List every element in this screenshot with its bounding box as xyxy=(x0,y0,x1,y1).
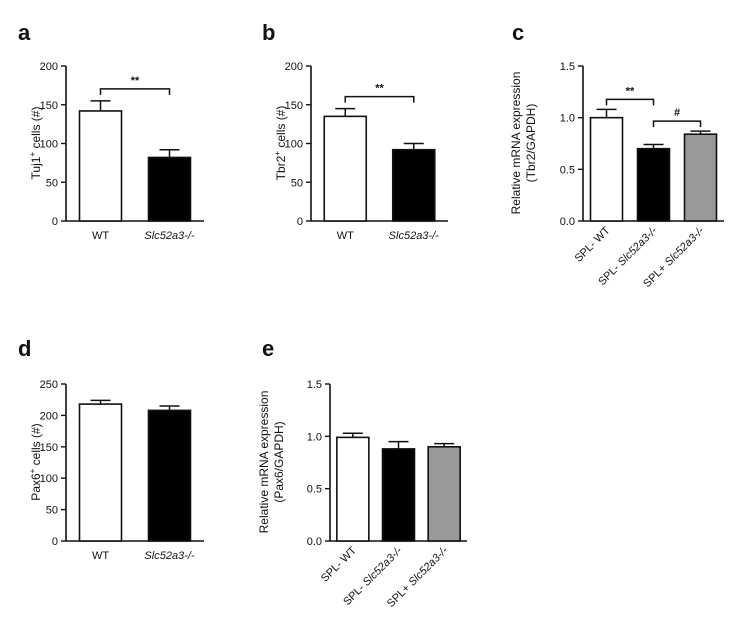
y-tick-label: 0.5 xyxy=(307,484,322,496)
bar xyxy=(636,147,671,222)
bar xyxy=(427,445,461,542)
y-tick-label: 200 xyxy=(285,61,303,73)
y-tick-label: 0.0 xyxy=(307,536,322,548)
bar xyxy=(683,133,718,222)
y-tick-label: 250 xyxy=(40,379,58,391)
y-axis-label: Relative mRNA expression (Tbr2/GAPDH) xyxy=(509,72,538,215)
panel-letter: d xyxy=(18,336,31,361)
x-tick-label: Slc52a3-/- xyxy=(389,230,439,242)
panel-d: d 0 50 100 150 200 250 Pax6+ cells (#) WT Slc52a3… xyxy=(18,336,204,562)
y-tick-label: 1.5 xyxy=(560,61,575,73)
panel-b: b 0 50 100 150 200 Tbr2+ cells (#) WT Slc52a3-/-… xyxy=(262,20,448,242)
y-axis-label-text: Tbr2+ cells (#) xyxy=(273,106,288,181)
x-tick-label: WT xyxy=(92,230,109,242)
bar xyxy=(323,115,368,222)
y-tick-label: 150 xyxy=(285,100,303,112)
y-axis-label-line: (Tbr2/GAPDH) xyxy=(524,104,538,183)
significance-bracket xyxy=(344,95,415,103)
bar xyxy=(381,448,416,542)
y-tick-label: 100 xyxy=(40,139,58,151)
y-tick-label: 200 xyxy=(40,410,58,422)
y-tick-label: 150 xyxy=(40,100,58,112)
y-tick-label: 0.0 xyxy=(560,216,575,228)
panel-a: a 0 50 100 150 200 Tuj1+ cells (#) WT Slc52a3-/-… xyxy=(18,20,204,242)
bar xyxy=(336,436,370,542)
bar xyxy=(78,403,123,542)
y-axis-label: Pax6+ cells (#) xyxy=(28,423,43,500)
y-tick-label: 50 xyxy=(46,177,58,189)
y-axis-label-text: Pax6+ cells (#) xyxy=(28,423,43,500)
x-tick-label: SPL- WT xyxy=(319,544,359,584)
significance-label: ** xyxy=(375,83,384,95)
panel-letter: b xyxy=(262,20,275,45)
panel-letter: a xyxy=(18,20,31,45)
y-tick-label: 100 xyxy=(40,473,58,485)
y-axis-label-line: (Pax6/GAPDH) xyxy=(272,421,286,502)
significance-bracket xyxy=(605,98,655,106)
y-tick-label: 0 xyxy=(52,216,58,228)
y-tick-label: 0 xyxy=(52,536,58,548)
x-tick-label: SPL- WT xyxy=(573,224,613,264)
y-axis-label-line: Relative mRNA expression xyxy=(509,72,523,215)
y-axis-label-text: Tuj1+ cells (#) xyxy=(28,107,43,180)
bar xyxy=(589,116,624,222)
bar xyxy=(147,156,192,222)
panel-letter: e xyxy=(262,336,274,361)
y-tick-label: 0 xyxy=(297,216,303,228)
significance-bracket xyxy=(99,88,171,95)
y-axis-label-line: Relative mRNA expression xyxy=(257,391,271,534)
y-tick-label: 1.0 xyxy=(307,431,322,443)
y-tick-label: 200 xyxy=(40,61,58,73)
y-tick-label: 0.5 xyxy=(560,164,575,176)
panel-e: e 0.0 0.5 1.0 1.5 Relative mRNA expression (Pa… xyxy=(257,336,467,610)
bar xyxy=(391,148,436,222)
y-tick-label: 150 xyxy=(40,442,58,454)
y-tick-label: 1.0 xyxy=(560,113,575,125)
x-tick-label: Slc52a3-/- xyxy=(144,230,194,242)
y-axis-label: Tbr2+ cells (#) xyxy=(273,106,288,181)
significance-label: ** xyxy=(626,85,635,97)
x-tick-label: WT xyxy=(337,230,354,242)
x-tick-label: Slc52a3-/- xyxy=(144,550,194,562)
significance-label: # xyxy=(674,107,680,119)
y-tick-label: 50 xyxy=(46,505,58,517)
y-axis-label: Relative mRNA expression (Pax6/GAPDH) xyxy=(257,391,286,534)
y-axis-label: Tuj1+ cells (#) xyxy=(28,107,43,180)
bar xyxy=(78,110,123,222)
y-tick-label: 50 xyxy=(291,177,303,189)
bar xyxy=(147,409,192,542)
y-tick-label: 100 xyxy=(285,139,303,151)
significance-label: ** xyxy=(131,75,140,87)
panel-letter: c xyxy=(512,20,524,45)
x-tick-label: WT xyxy=(92,550,109,562)
panel-c: c 0.0 0.5 1.0 1.5 Relative mRNA expression (Tb… xyxy=(509,20,724,290)
significance-bracket xyxy=(652,120,702,128)
y-tick-label: 1.5 xyxy=(307,379,322,391)
